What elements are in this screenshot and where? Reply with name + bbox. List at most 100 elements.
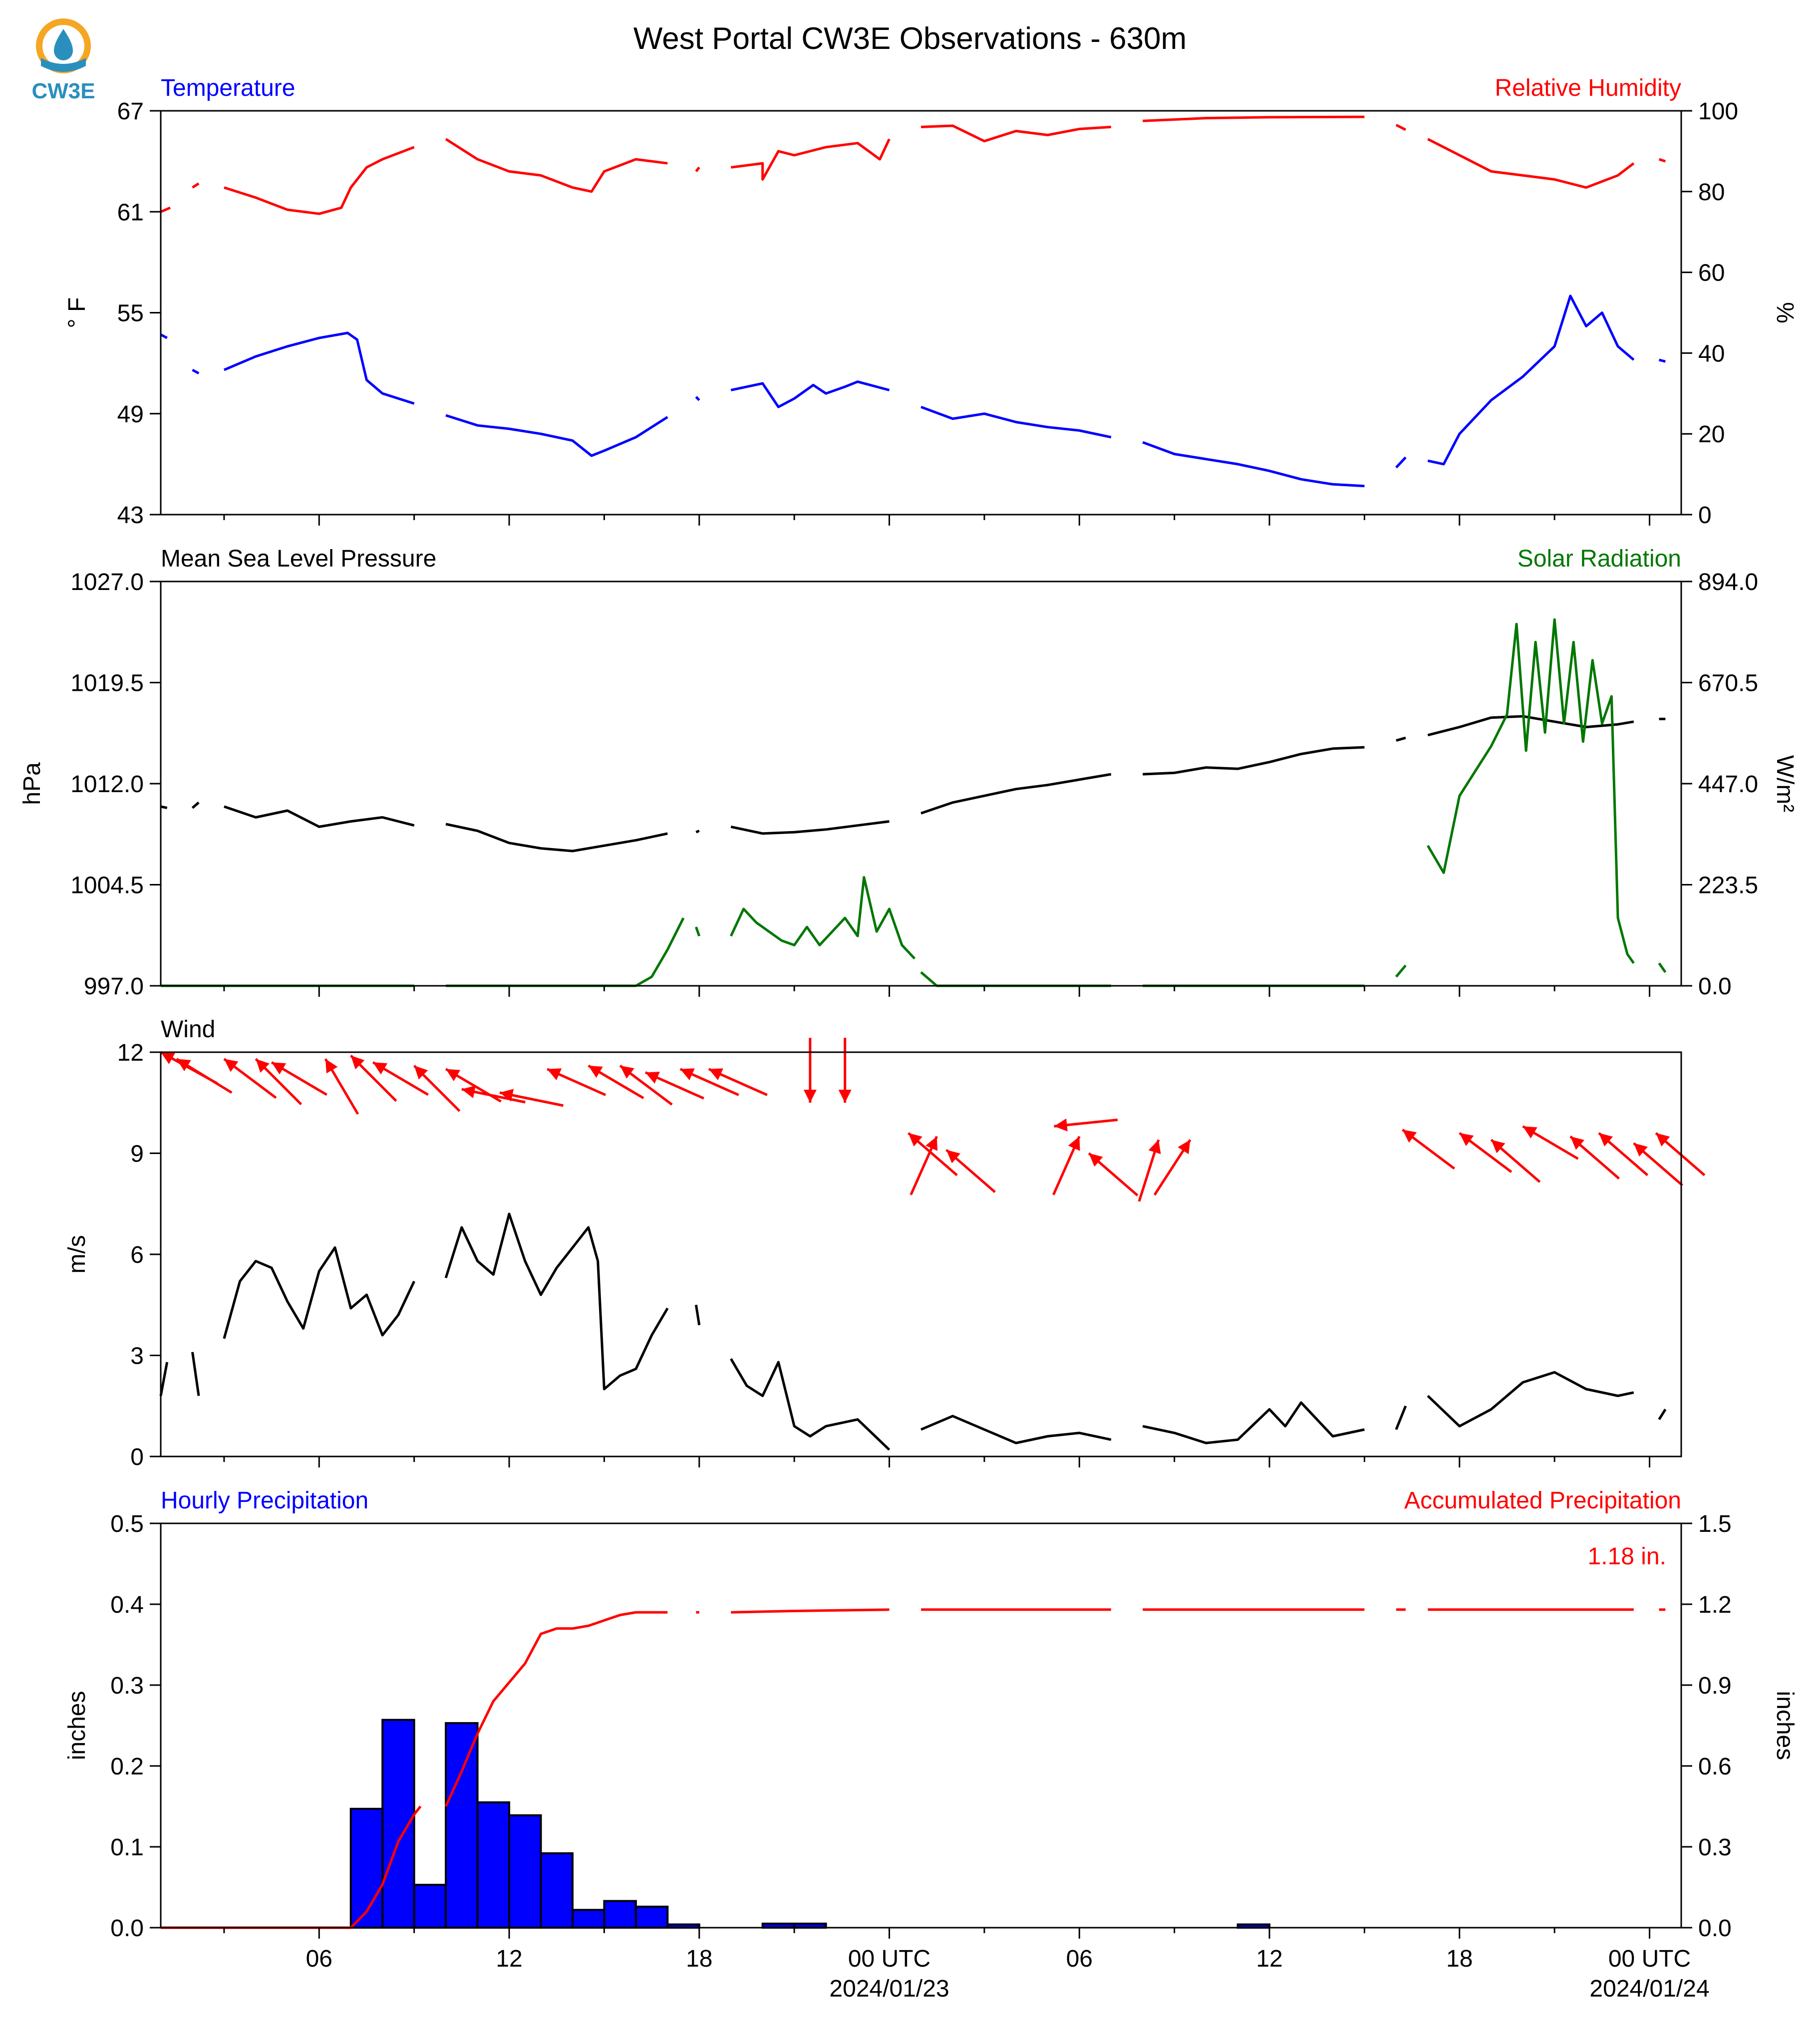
precip-bar bbox=[413, 1884, 447, 1929]
panel-pressure: 1027.0 1019.5 1012.0 1004.5 997.0 894.0 670.5 4… bbox=[19, 546, 1798, 1000]
wind-arrow-head bbox=[325, 1059, 338, 1074]
wind-arrow-head bbox=[946, 1150, 960, 1163]
temperature-rh-line bbox=[695, 166, 700, 172]
y-tick-label-right: 0.0 bbox=[1698, 973, 1732, 1000]
precip-bar bbox=[634, 1905, 669, 1929]
wind-wind-line bbox=[1142, 1401, 1365, 1445]
y-tick-label-left: 12 bbox=[117, 1040, 144, 1066]
precip-bar bbox=[508, 1814, 542, 1929]
y-axis-label-left: hPa bbox=[19, 762, 45, 805]
pressure-pressure-line bbox=[160, 805, 168, 810]
temperature-rh-line bbox=[1658, 158, 1666, 163]
y-tick-label-right: 0.6 bbox=[1698, 1753, 1732, 1780]
wind-arrow-head bbox=[224, 1059, 239, 1072]
wind-arrow-head bbox=[446, 1069, 461, 1082]
panel-title-right: Solar Radiation bbox=[1517, 546, 1681, 572]
y-tick-label-right: 0 bbox=[1698, 502, 1712, 529]
x-tick-label: 06 bbox=[1066, 1946, 1093, 1972]
y-tick-label-left: 0.3 bbox=[110, 1673, 144, 1699]
panel-title-left: Wind bbox=[161, 1016, 215, 1043]
y-tick-label-right: 80 bbox=[1698, 179, 1725, 206]
panel-title-right: Relative Humidity bbox=[1495, 75, 1681, 101]
y-axis-label-left: inches bbox=[64, 1691, 90, 1760]
pressure-pressure-line bbox=[191, 801, 200, 809]
x-tick-label: 00 UTC bbox=[1608, 1946, 1691, 1972]
panel-wind: 12 9 6 3 0 m/s Wind bbox=[64, 1016, 1706, 1470]
wind-wind-line bbox=[1395, 1405, 1407, 1430]
cw3e-logo: CW3E bbox=[26, 15, 101, 105]
pressure-pressure-line bbox=[695, 830, 700, 834]
wind-arrow-head bbox=[1068, 1136, 1080, 1151]
wind-arrow-head bbox=[1570, 1136, 1585, 1150]
pressure-solar-line bbox=[1427, 618, 1635, 964]
y-tick-label-left: 55 bbox=[117, 300, 144, 327]
y-tick-label-right: 894.0 bbox=[1698, 569, 1758, 595]
temperature-temp-line bbox=[1142, 441, 1365, 488]
panel-precip: 0.5 0.4 0.3 0.2 0.1 0.0 1.5 1.2 0.9 0.6 0.3 0.0 inch… bbox=[64, 1487, 1798, 1942]
y-axis-label-left: ° F bbox=[64, 297, 90, 328]
wind-arrow-head bbox=[161, 1052, 176, 1064]
y-tick-label-right: 20 bbox=[1698, 421, 1725, 448]
y-tick-label-left: 9 bbox=[130, 1141, 144, 1167]
temperature-temp-line bbox=[695, 396, 700, 401]
y-tick-label-right: 1.2 bbox=[1698, 1592, 1732, 1618]
wind-arrow-head bbox=[373, 1062, 388, 1075]
wind-arrow-head bbox=[350, 1055, 365, 1070]
wind-arrow-head bbox=[1459, 1133, 1474, 1146]
temperature-rh-line bbox=[160, 206, 171, 213]
wind-wind-line bbox=[920, 1415, 1112, 1445]
panel-title-left: Temperature bbox=[161, 75, 295, 101]
precip-bar bbox=[476, 1801, 511, 1929]
temperature-rh-line bbox=[920, 124, 1111, 143]
pressure-pressure-line bbox=[730, 820, 890, 835]
precip-bar bbox=[571, 1909, 606, 1929]
y-tick-label-right: 670.5 bbox=[1698, 670, 1758, 697]
wind-arrow-head bbox=[908, 1133, 922, 1147]
y-tick-label-left: 0 bbox=[130, 1444, 144, 1470]
wind-arrow-head bbox=[1148, 1140, 1161, 1155]
logo-icon bbox=[36, 18, 91, 73]
x-tick-date-label: 2024/01/23 bbox=[829, 1976, 949, 2002]
temperature-temp-line bbox=[920, 405, 1112, 439]
wind-arrow-head bbox=[1522, 1126, 1537, 1139]
wind-wind-line bbox=[191, 1352, 200, 1396]
wind-arrow-head bbox=[680, 1068, 695, 1081]
pressure-solar-line bbox=[1658, 962, 1667, 973]
wind-arrow-head bbox=[708, 1068, 723, 1081]
logo-text: CW3E bbox=[31, 79, 95, 103]
panel-temperature: 67 61 55 49 43 100 80 60 40 20 0 ° F % Temperature Rel… bbox=[64, 75, 1798, 529]
wind-arrow-head bbox=[176, 1059, 191, 1072]
temperature-temp-line bbox=[1395, 456, 1407, 469]
pressure-pressure-line bbox=[1396, 736, 1406, 742]
y-tick-label-left: 997.0 bbox=[84, 973, 144, 1000]
wind-arrow-head bbox=[547, 1068, 562, 1081]
temperature-temp-line bbox=[1427, 294, 1635, 466]
temperature-temp-line bbox=[1658, 358, 1666, 363]
wind-arrow-head bbox=[838, 1090, 852, 1103]
temperature-rh-line bbox=[1427, 138, 1635, 189]
precip-bar bbox=[540, 1852, 574, 1929]
wind-arrow-head bbox=[1178, 1140, 1191, 1155]
wind-wind-line bbox=[223, 1246, 415, 1339]
y-tick-label-left: 61 bbox=[117, 199, 144, 226]
y-tick-label-left: 0.1 bbox=[110, 1834, 144, 1861]
y-tick-label-right: 0.0 bbox=[1698, 1915, 1732, 1942]
y-tick-label-right: 100 bbox=[1698, 98, 1738, 125]
y-tick-label-left: 0.4 bbox=[110, 1592, 144, 1618]
wind-arrow-head bbox=[461, 1085, 476, 1099]
panel-title-right: Accumulated Precipitation bbox=[1404, 1487, 1681, 1514]
pressure-pressure-line bbox=[224, 805, 415, 828]
temperature-rh-line bbox=[730, 138, 891, 181]
wind-wind-line bbox=[444, 1212, 669, 1391]
wind-arrow-head bbox=[588, 1066, 603, 1078]
precip-accum-line bbox=[444, 1611, 668, 1807]
temperature-rh-line bbox=[1143, 115, 1365, 122]
y-tick-label-right: 223.5 bbox=[1698, 872, 1758, 899]
pressure-pressure-line bbox=[920, 773, 1112, 815]
x-tick-date-label: 2024/01/24 bbox=[1589, 1976, 1709, 2002]
wind-arrow-head bbox=[256, 1059, 270, 1073]
pressure-pressure-line bbox=[1143, 746, 1365, 776]
pressure-pressure-line bbox=[445, 823, 668, 853]
